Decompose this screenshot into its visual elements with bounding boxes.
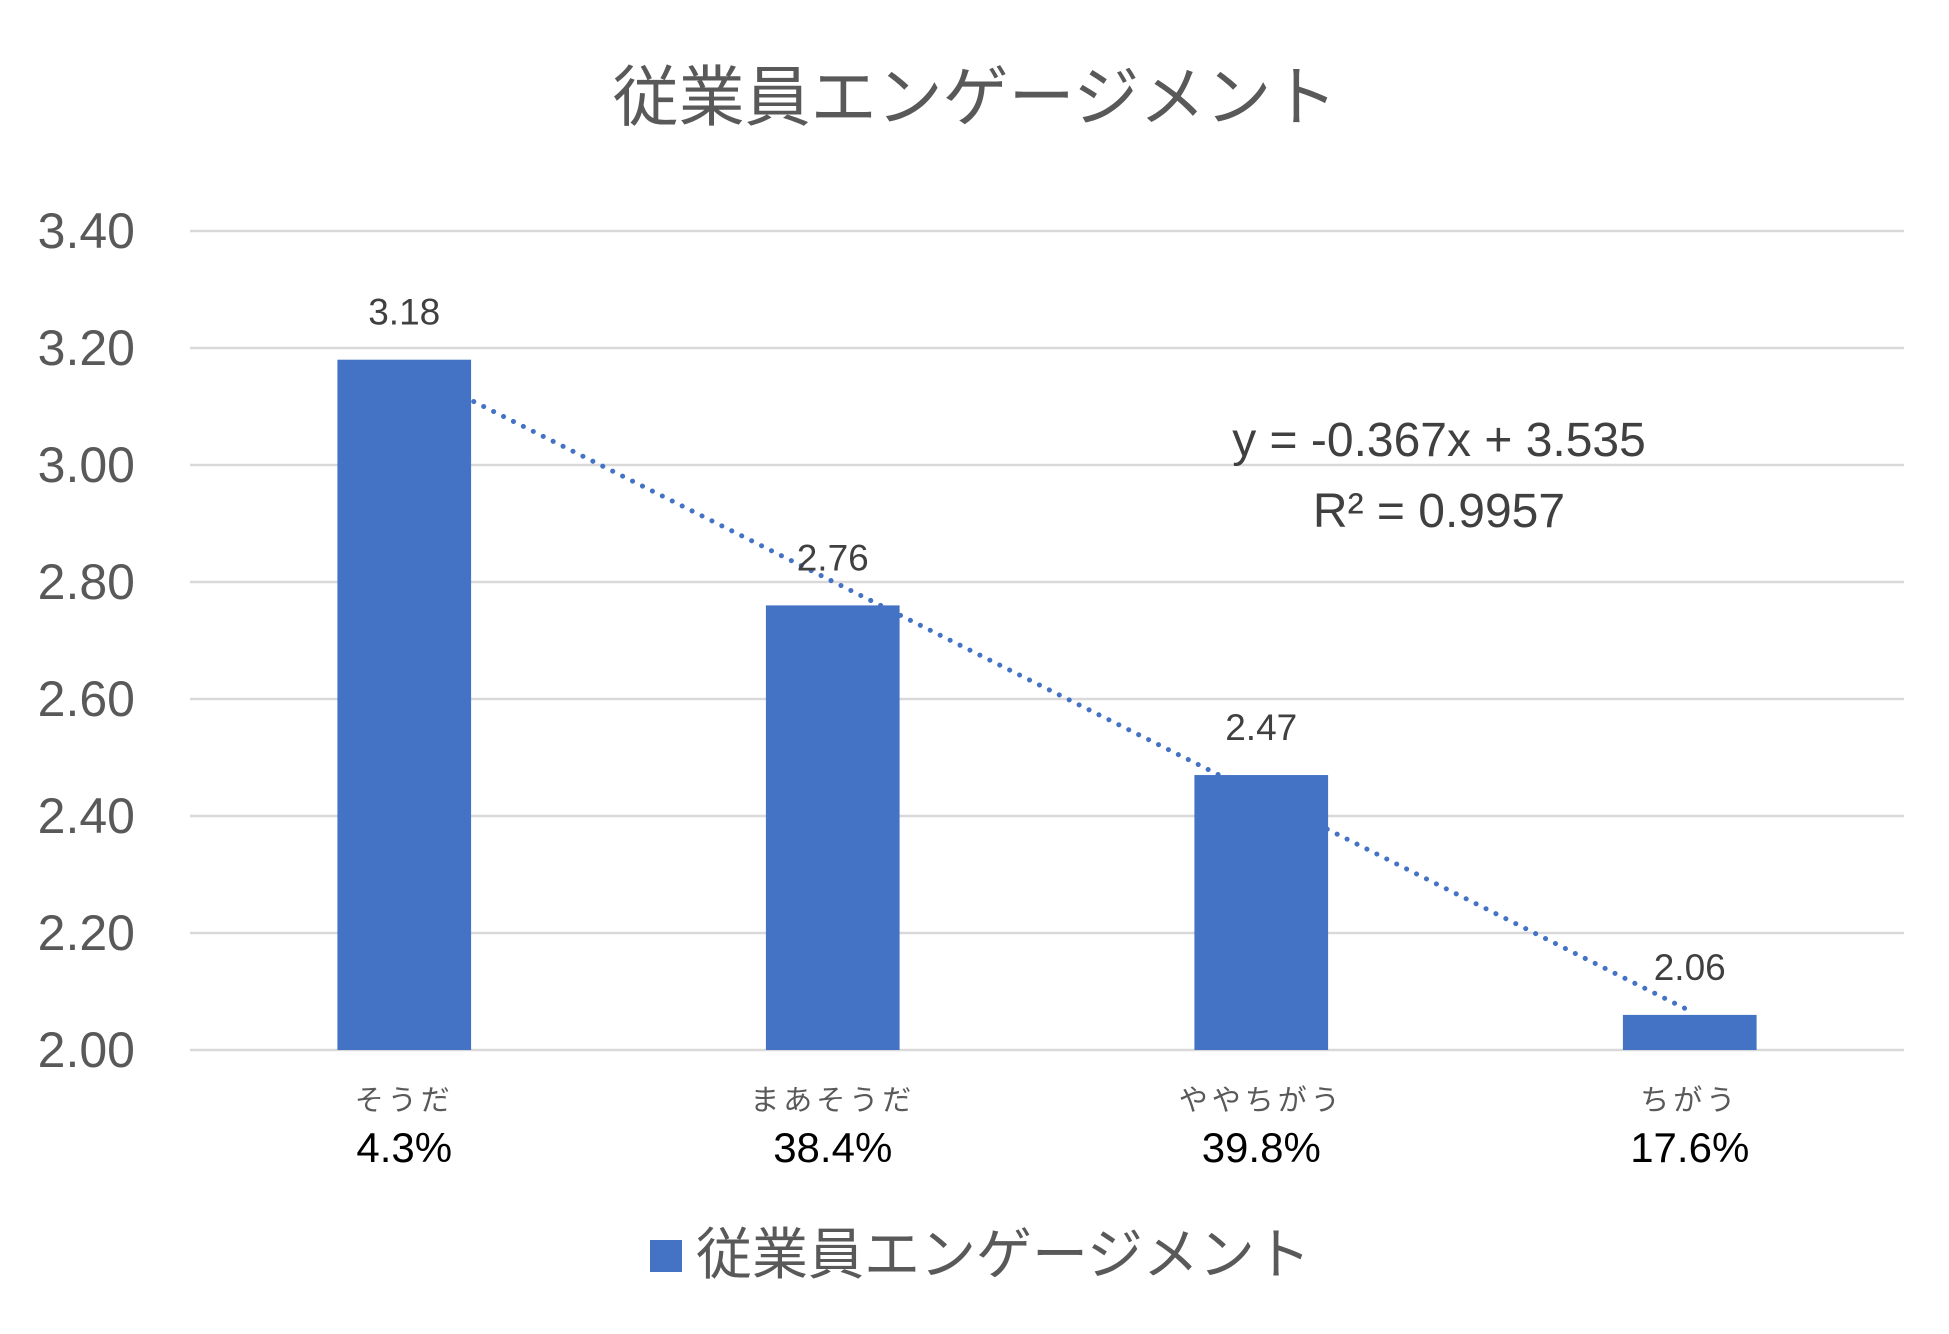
bar (1194, 775, 1329, 1050)
bar (765, 605, 900, 1050)
data-labels: 3.18 2.76 2.47 2.06 (368, 292, 1726, 988)
legend-swatch (650, 1240, 682, 1272)
data-label: 2.06 (1654, 947, 1726, 988)
y-tick-label: 2.60 (38, 671, 135, 727)
y-tick-label: 2.00 (38, 1022, 135, 1078)
data-label: 3.18 (368, 292, 440, 333)
data-label: 2.47 (1225, 707, 1297, 748)
data-label: 2.76 (797, 537, 869, 578)
trendline-layer (401, 364, 1693, 1014)
category-label: そうだ (355, 1085, 454, 1117)
y-tick-label: 2.20 (38, 905, 135, 961)
legend-label: 従業員エンゲージメント (696, 1223, 1311, 1286)
trendline (401, 364, 1693, 1014)
chart-title: 従業員エンゲージメント (613, 60, 1338, 134)
category-label: ちがう (1640, 1084, 1739, 1117)
category-sublabel: 17.6% (1630, 1124, 1749, 1171)
x-axis-category-labels: そうだ 4.3% まあそうだ 38.4% ややちがう 39.8% ちがう 17.6% (355, 1084, 1750, 1171)
trendline-r-squared: R² = 0.9957 (1313, 485, 1565, 538)
trendline-equation: y = -0.367x + 3.535 (1232, 414, 1646, 467)
gridlines (190, 229, 1904, 1052)
bars (337, 359, 1757, 1050)
y-tick-label: 3.40 (38, 203, 135, 259)
category-label: まあそうだ (750, 1085, 915, 1117)
y-tick-label: 3.00 (38, 437, 135, 493)
category-sublabel: 4.3% (356, 1124, 452, 1171)
y-tick-label: 3.20 (38, 320, 135, 376)
y-axis-tick-labels: 2.00 2.20 2.40 2.60 2.80 3.00 3.20 3.40 (38, 203, 135, 1078)
bar (1622, 1014, 1757, 1050)
bar (337, 359, 472, 1050)
category-label: ややちがう (1179, 1084, 1344, 1117)
y-tick-label: 2.40 (38, 788, 135, 844)
legend: 従業員エンゲージメント (650, 1223, 1311, 1286)
y-tick-label: 2.80 (38, 554, 135, 610)
category-sublabel: 38.4% (773, 1124, 892, 1171)
category-sublabel: 39.8% (1202, 1124, 1321, 1171)
